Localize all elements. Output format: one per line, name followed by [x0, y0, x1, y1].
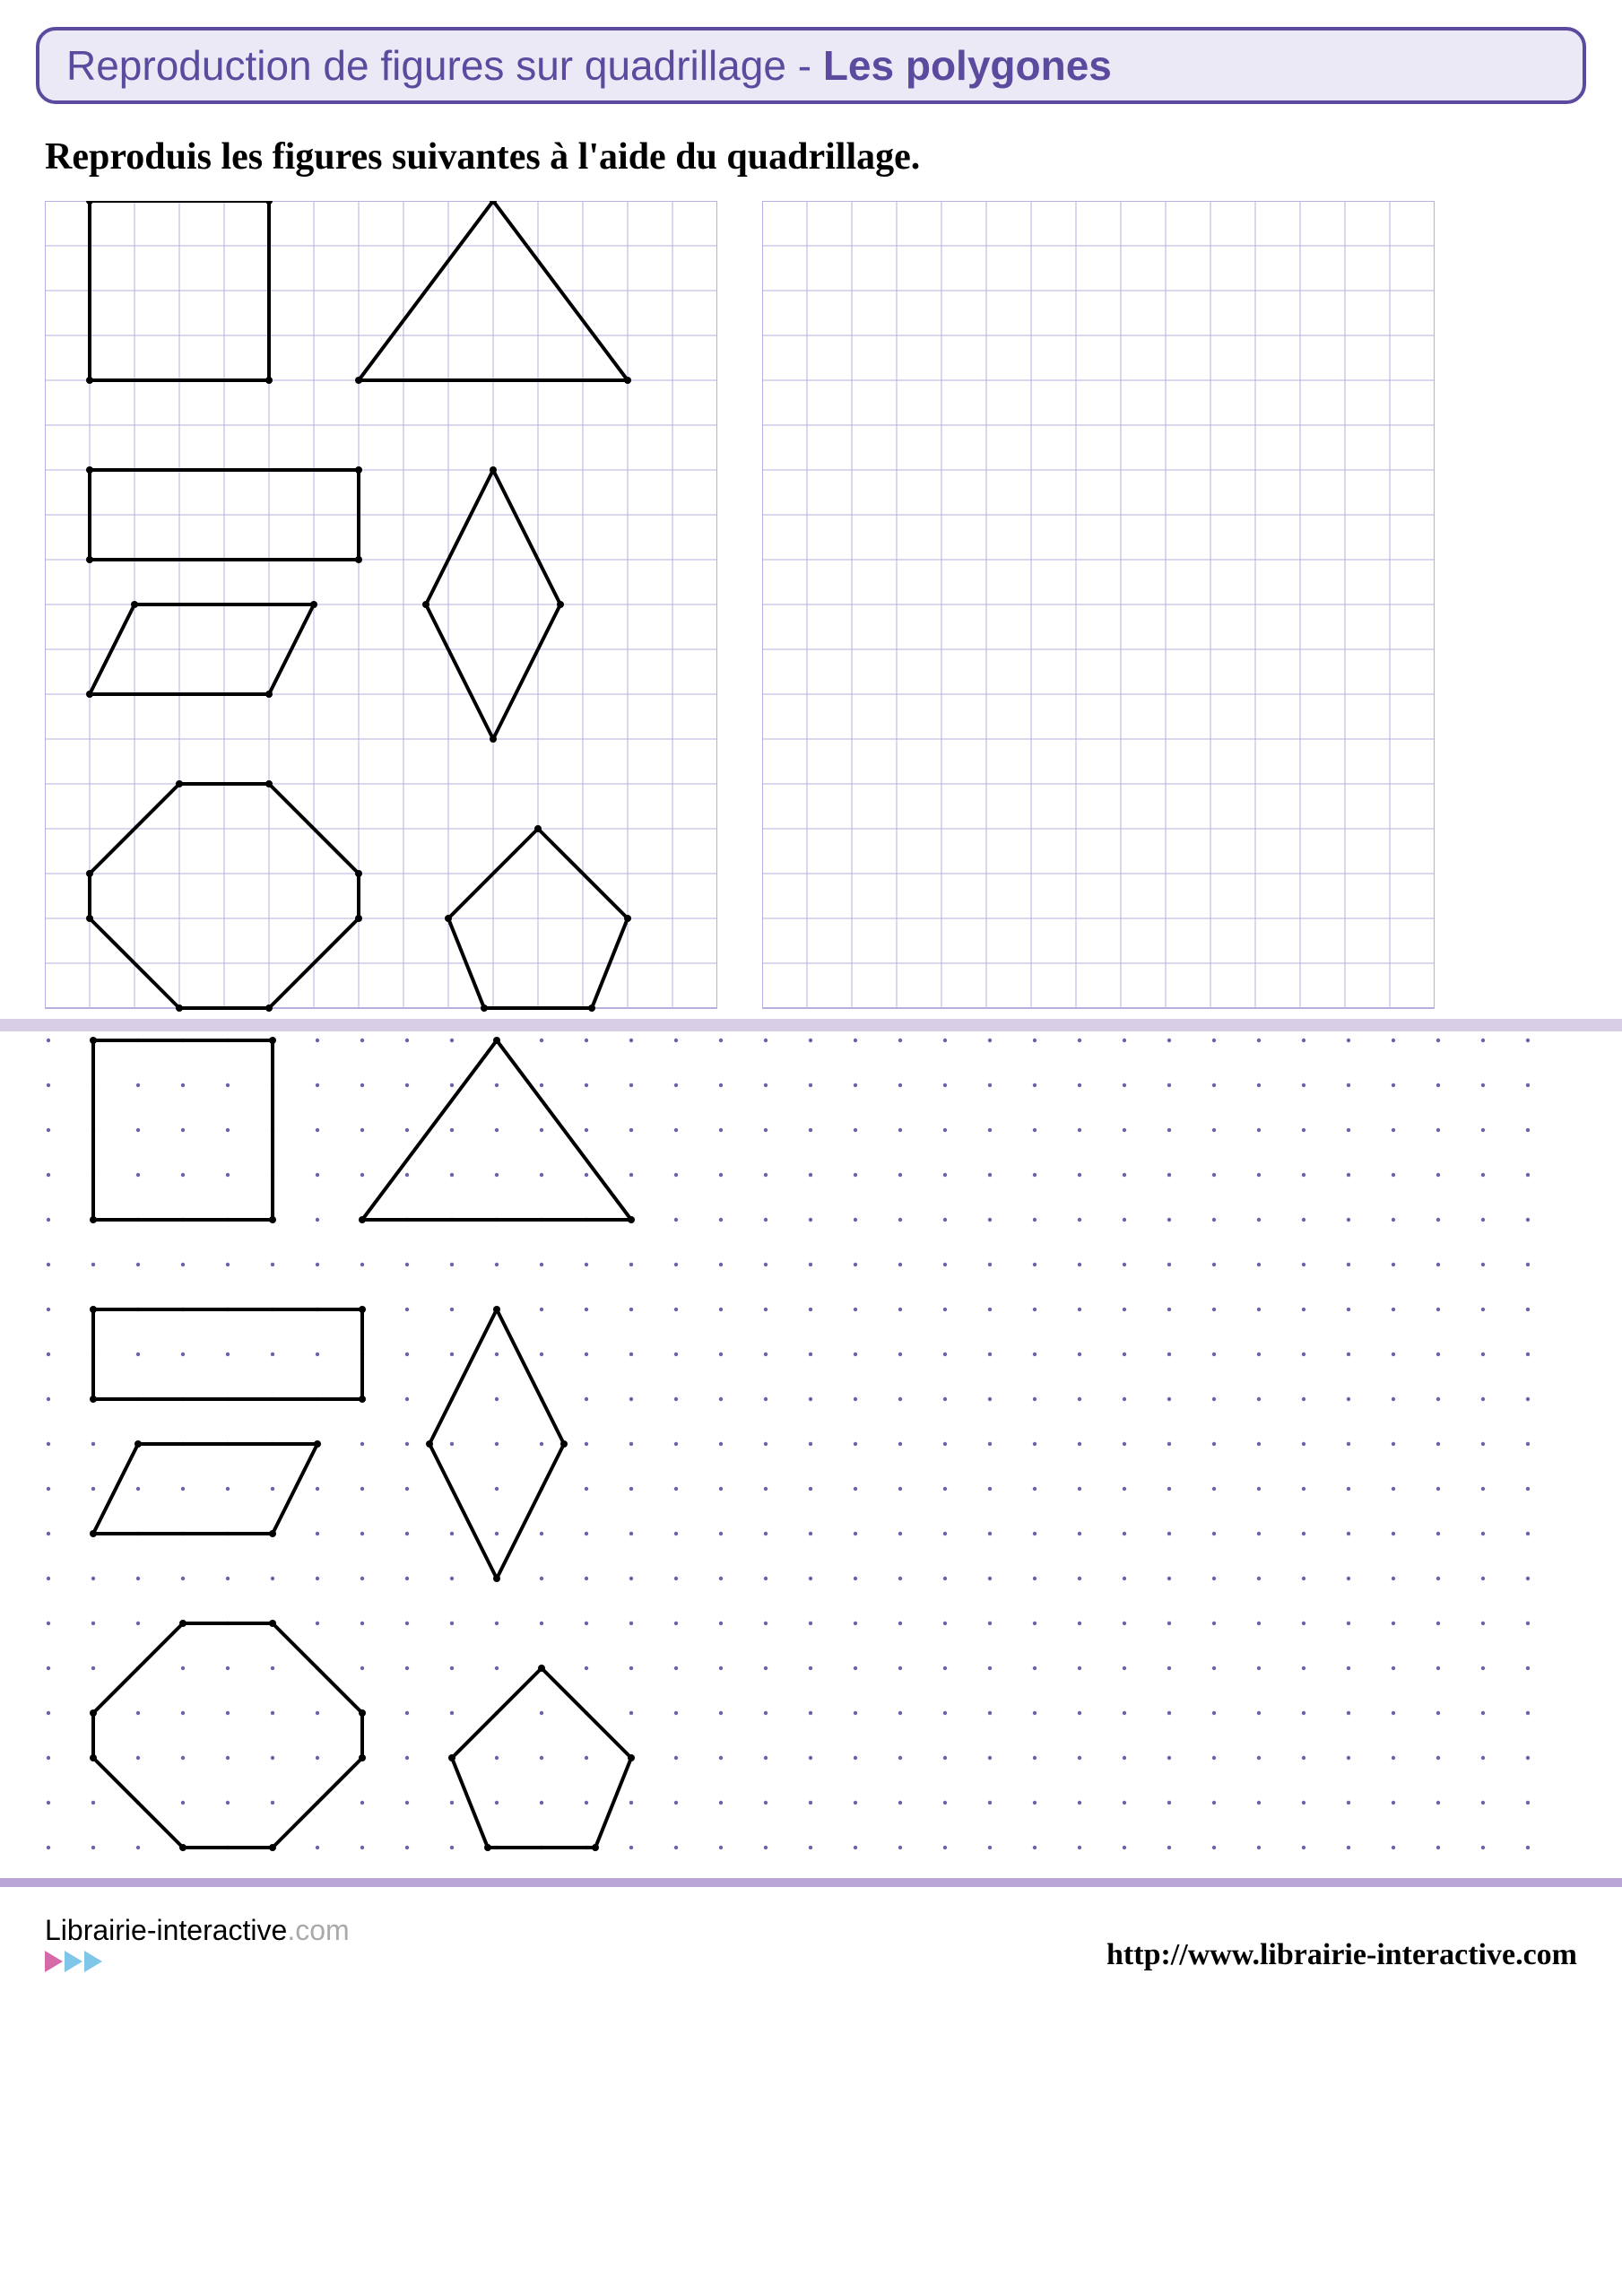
brand-tld: .com — [287, 1914, 349, 1946]
line-grid-empty — [762, 201, 1435, 1012]
title-plain: Reproduction de figures sur quadrillage … — [66, 42, 823, 89]
instruction-text: Reproduis les figures suivantes à l'aide… — [45, 135, 1586, 178]
brand-main: Librairie-interactive — [45, 1914, 287, 1946]
exercise-line-grid — [45, 201, 1586, 1012]
exercise-dot-grid — [45, 1037, 1586, 1851]
title-bold: Les polygones — [823, 42, 1112, 89]
title-bar: Reproduction de figures sur quadrillage … — [36, 27, 1586, 104]
page-footer: Librairie-interactive.com http://www.lib… — [36, 1914, 1586, 1972]
separator-icon — [0, 1019, 1622, 1031]
play-icons — [45, 1951, 350, 1972]
brand-logo: Librairie-interactive.com — [45, 1914, 350, 1972]
separator-icon — [0, 1878, 1622, 1887]
footer-url: http://www.librairie-interactive.com — [1106, 1938, 1577, 1972]
line-grid-with-shapes — [45, 201, 717, 1012]
